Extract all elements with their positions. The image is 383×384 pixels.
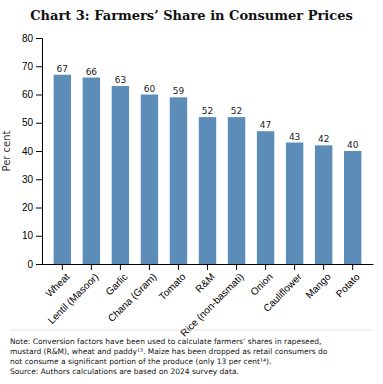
y-tick: 50 (22, 117, 42, 128)
x-tick-mark (294, 264, 295, 270)
x-tick-label: Lentil (Masoor) (46, 271, 101, 326)
x-tick-label: Tomato (157, 271, 188, 302)
x-tick-mark (323, 264, 324, 270)
x-tick: Rice (non-basmati) (178, 264, 246, 339)
bars (54, 75, 362, 264)
x-tick-mark (236, 264, 237, 270)
x-tick-label: Chana (Gram) (106, 271, 159, 324)
plot: 0 10 20 30 40 50 60 70 80 WheatLentil (Masoor)Gar… (1, 33, 374, 339)
y-tick-mark (36, 38, 42, 39)
y-tick-mark (36, 66, 42, 67)
x-tick-mark (149, 264, 150, 270)
x-tick: Lentil (Masoor) (46, 264, 101, 326)
data-label: 63 (115, 75, 126, 85)
y-tick-label: 80 (22, 33, 34, 44)
x-tick-mark (91, 264, 92, 270)
y-tick-label: 10 (22, 230, 34, 241)
x-tick: Chana (Gram) (106, 264, 159, 324)
y-tick-mark (36, 208, 42, 209)
y-tick: 20 (22, 202, 42, 213)
chart: Chart 3: Farmers’ Share in Consumer Pric… (0, 0, 383, 384)
separator (10, 330, 373, 331)
x-tick: R&M (193, 264, 217, 295)
x-tick: Onion (248, 264, 275, 298)
y-tick: 30 (22, 174, 42, 185)
x-tick-label: Mango (303, 271, 333, 301)
x-tick-mark (62, 264, 63, 270)
y-axis-line (36, 39, 43, 265)
note: mustard (R&M), wheat and paddy¹³. Maize … (10, 347, 328, 356)
data-label: 67 (57, 64, 68, 74)
note: not consume a significant portion of the… (10, 357, 271, 366)
data-label: 52 (231, 106, 242, 116)
data-label: 40 (347, 140, 359, 150)
note: Note: Conversion factors have been used … (10, 337, 321, 346)
x-tick-label: Wheat (43, 271, 71, 299)
y-tick-mark (36, 179, 42, 180)
y-tick: 80 (22, 33, 42, 44)
x-tick: Mango (303, 264, 333, 300)
x-tick: Tomato (157, 264, 188, 302)
bar (170, 97, 187, 264)
x-tick-label: Potato (334, 271, 363, 300)
y-tick-mark (36, 236, 42, 237)
y-tick-label: 40 (22, 146, 34, 157)
y-tick: 70 (22, 61, 42, 72)
x-tick: Cauliflower (261, 264, 304, 314)
y-axis-title: Per cent (1, 130, 12, 171)
y-tick-label: 20 (22, 202, 34, 213)
x-axis: WheatLentil (Masoor)GarlicChana (Gram)To… (43, 264, 374, 339)
notes: Note: Conversion factors have been used … (10, 337, 328, 376)
y-axis: 0 10 20 30 40 50 60 70 80 (22, 33, 43, 270)
y-tick-mark (36, 151, 42, 152)
data-label: 60 (144, 84, 156, 94)
data-label: 59 (173, 86, 185, 96)
note: Source: Authors calculations are based o… (10, 367, 239, 376)
x-tick-mark (352, 264, 353, 270)
data-label: 52 (202, 106, 213, 116)
x-tick-mark (120, 264, 121, 270)
x-tick-label: Garlic (103, 271, 129, 297)
bar (141, 95, 158, 265)
x-tick-label: R&M (193, 271, 217, 295)
y-tick: 60 (22, 89, 42, 100)
bar (83, 78, 100, 264)
y-tick: 0 (27, 259, 42, 270)
y-tick-label: 50 (22, 117, 34, 128)
data-label: 43 (289, 132, 300, 142)
x-tick-label: Cauliflower (261, 271, 304, 314)
bar (199, 117, 216, 264)
x-tick-mark (207, 264, 208, 270)
data-label: 42 (318, 134, 329, 144)
x-tick-label: Onion (248, 271, 275, 298)
data-labels: 67 66 63 60 59 52 52 47 43 42 40 (57, 64, 359, 150)
x-tick: Potato (334, 264, 363, 299)
bar (112, 86, 129, 264)
y-tick-label: 0 (27, 259, 33, 270)
y-tick-label: 30 (22, 174, 34, 185)
bar (344, 151, 361, 264)
x-tick: Wheat (43, 264, 71, 299)
bar (54, 75, 71, 264)
y-tick-mark (36, 95, 42, 96)
y-tick-label: 70 (22, 61, 34, 72)
bar (315, 145, 332, 264)
x-tick: Garlic (103, 264, 129, 297)
y-tick: 10 (22, 230, 42, 241)
title: Chart 3: Farmers’ Share in Consumer Pric… (30, 8, 353, 23)
y-tick-mark (36, 264, 42, 265)
x-tick-mark (178, 264, 179, 270)
x-tick-mark (265, 264, 266, 270)
y-tick: 40 (22, 146, 42, 157)
bar (257, 131, 274, 264)
data-label: 66 (86, 67, 98, 77)
bar (228, 117, 245, 264)
y-tick-mark (36, 123, 42, 124)
data-label: 47 (260, 120, 271, 130)
bar (286, 143, 303, 264)
y-tick-label: 60 (22, 89, 34, 100)
x-tick-label: Rice (non-basmati) (178, 271, 246, 339)
